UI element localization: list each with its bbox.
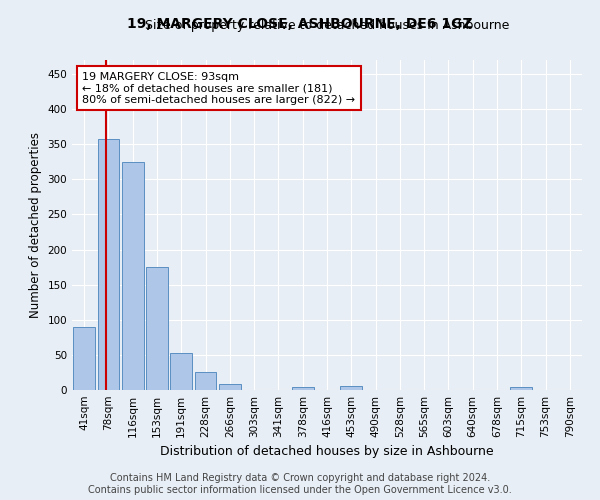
- Text: 19 MARGERY CLOSE: 93sqm
← 18% of detached houses are smaller (181)
80% of semi-d: 19 MARGERY CLOSE: 93sqm ← 18% of detache…: [82, 72, 355, 105]
- Bar: [122, 162, 143, 390]
- Bar: [219, 384, 241, 390]
- Bar: [97, 140, 119, 390]
- Text: 19, MARGERY CLOSE, ASHBOURNE, DE6 1GZ: 19, MARGERY CLOSE, ASHBOURNE, DE6 1GZ: [127, 18, 473, 32]
- Bar: [73, 327, 95, 390]
- Bar: [511, 387, 532, 390]
- Bar: [292, 387, 314, 390]
- Bar: [340, 386, 362, 390]
- Title: Size of property relative to detached houses in Ashbourne: Size of property relative to detached ho…: [145, 20, 509, 32]
- Bar: [194, 372, 217, 390]
- X-axis label: Distribution of detached houses by size in Ashbourne: Distribution of detached houses by size …: [160, 446, 494, 458]
- Bar: [146, 267, 168, 390]
- Text: Contains HM Land Registry data © Crown copyright and database right 2024.
Contai: Contains HM Land Registry data © Crown c…: [88, 474, 512, 495]
- Y-axis label: Number of detached properties: Number of detached properties: [29, 132, 42, 318]
- Bar: [170, 353, 192, 390]
